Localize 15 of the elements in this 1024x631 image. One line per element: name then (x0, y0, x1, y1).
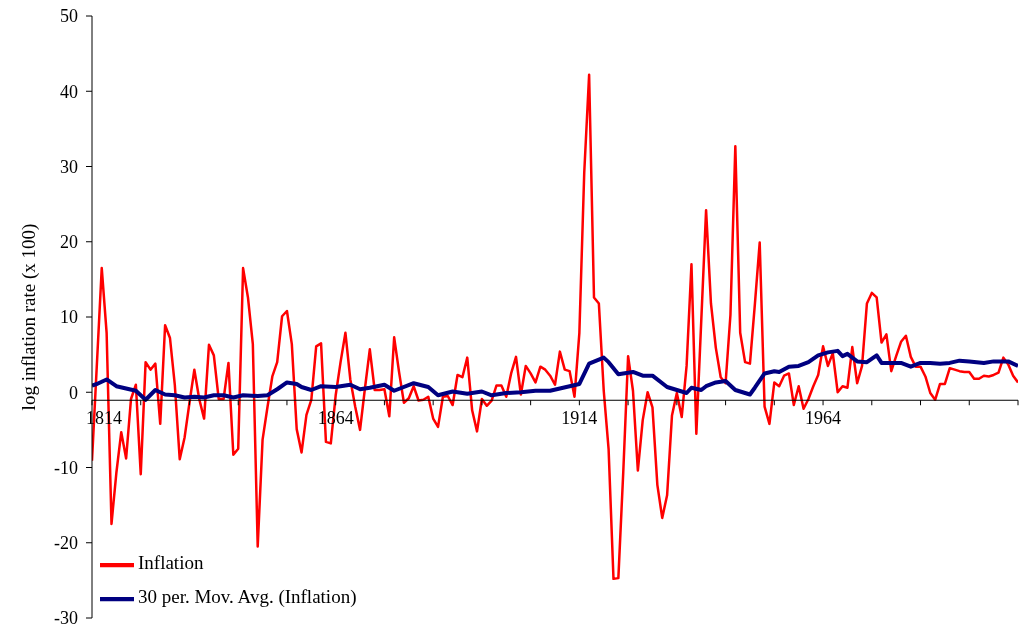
y-tick-label: 20 (60, 232, 78, 253)
legend-label: Inflation (138, 551, 204, 573)
y-tick-label: -10 (54, 457, 78, 478)
y-tick-label: -30 (54, 608, 78, 629)
y-axis-title: log inflation rate (x 100) (17, 223, 40, 411)
y-tick-label: 30 (60, 156, 78, 177)
y-tick-label: 40 (60, 81, 78, 102)
x-tick-label: 1964 (805, 408, 842, 429)
y-tick-label: 10 (60, 307, 78, 328)
y-tick-label: 0 (69, 382, 78, 403)
line-series (92, 348, 1018, 402)
y-tick-label: 50 (60, 6, 78, 27)
legend-label: 30 per. Mov. Avg. (Inflation) (138, 585, 357, 607)
x-tick-label: 1914 (561, 408, 598, 429)
y-tick-label: -20 (54, 533, 78, 554)
